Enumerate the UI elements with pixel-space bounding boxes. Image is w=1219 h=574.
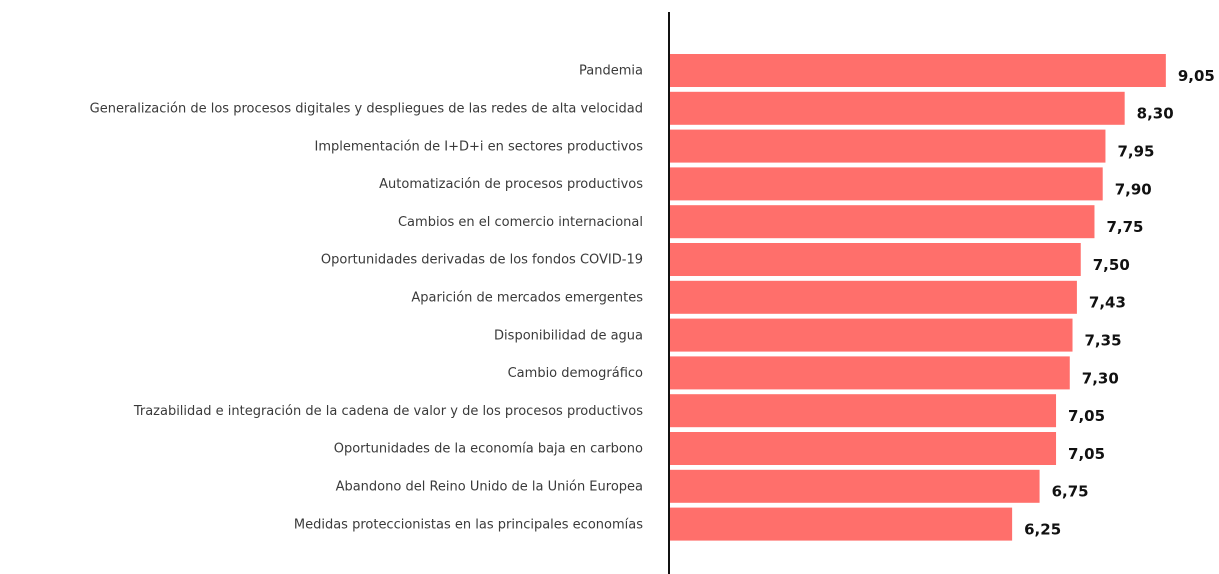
category-label: Oportunidades de la economía baja en car… — [334, 442, 643, 457]
bar — [670, 394, 1057, 428]
bar — [670, 356, 1070, 390]
value-label: 7,05 — [1068, 407, 1105, 425]
category-label: Oportunidades derivadas de los fondos CO… — [321, 253, 643, 268]
category-label: Abandono del Reino Unido de la Unión Eur… — [336, 479, 643, 494]
value-label: 9,05 — [1178, 67, 1215, 85]
bar — [670, 507, 1013, 541]
category-label: Generalización de los procesos digitales… — [90, 101, 643, 116]
value-label: 7,35 — [1085, 332, 1122, 350]
bar — [670, 469, 1040, 503]
value-label: 6,75 — [1052, 483, 1089, 501]
bar — [670, 205, 1095, 239]
category-label: Automatización de procesos productivos — [379, 177, 643, 192]
category-label: Medidas proteccionistas en las principal… — [294, 517, 643, 532]
value-label: 8,30 — [1137, 105, 1174, 123]
bar — [670, 167, 1103, 201]
category-label: Implementación de I+D+i en sectores prod… — [315, 139, 644, 154]
category-label: Disponibilidad de agua — [494, 328, 643, 343]
category-label: Trazabilidad e integración de la cadena … — [133, 404, 643, 419]
value-label: 7,95 — [1117, 143, 1154, 161]
bar — [670, 54, 1166, 87]
value-label: 7,30 — [1082, 369, 1119, 387]
bar — [670, 280, 1077, 314]
category-label: Aparición de mercados emergentes — [411, 290, 643, 305]
value-label: 7,90 — [1115, 180, 1152, 198]
category-label: Pandemia — [579, 64, 643, 79]
value-label: 7,43 — [1089, 294, 1126, 312]
category-label: Cambios en el comercio internacional — [398, 215, 643, 230]
value-label: 7,75 — [1106, 218, 1143, 236]
bar — [670, 432, 1057, 465]
bar — [670, 318, 1073, 352]
bar — [670, 91, 1125, 125]
value-label: 6,25 — [1024, 521, 1061, 539]
bar — [670, 243, 1081, 276]
bar — [670, 129, 1106, 163]
value-label: 7,50 — [1093, 256, 1130, 274]
value-label: 7,05 — [1068, 445, 1105, 463]
category-label: Cambio demográfico — [508, 366, 643, 381]
